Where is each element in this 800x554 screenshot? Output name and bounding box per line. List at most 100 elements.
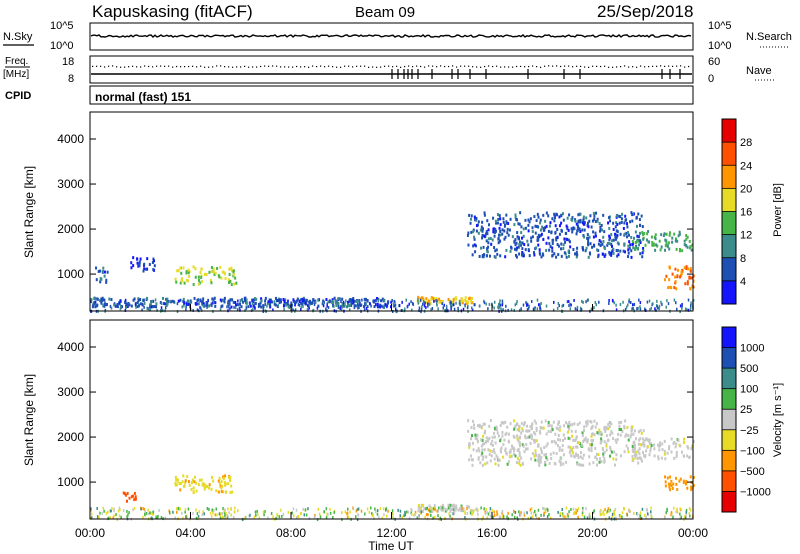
echo-cell [635, 224, 638, 228]
echo-cell [384, 303, 386, 307]
echo-cell [126, 303, 129, 307]
echo-cell [514, 303, 516, 307]
echo-cell [287, 510, 290, 514]
echo-cell [513, 515, 516, 519]
echo-cell [632, 457, 635, 461]
echo-cell [648, 299, 651, 303]
echo-cell [115, 304, 118, 308]
echo-cell [184, 510, 186, 514]
echo-cell [198, 510, 201, 514]
echo-cell [520, 431, 523, 435]
echo-cell [631, 219, 634, 223]
echo-cell [349, 303, 351, 307]
echo-cell [317, 304, 320, 308]
echo-cell [518, 436, 521, 440]
echo-cell [231, 298, 234, 302]
echo-cell [227, 482, 230, 486]
echo-cell [260, 297, 263, 301]
echo-cell [538, 248, 541, 252]
echo-cell [494, 227, 497, 231]
echo-cell [438, 506, 440, 510]
echo-cell [521, 247, 524, 251]
nave-point [452, 65, 454, 67]
echo-cell [125, 305, 127, 309]
echo-cell [609, 421, 612, 425]
echo-cell [270, 298, 272, 302]
echo-cell [219, 265, 222, 269]
echo-cell [496, 221, 499, 225]
echo-cell [433, 296, 436, 300]
colorbar-tick-label: 24 [740, 160, 752, 172]
echo-cell [638, 218, 641, 222]
echo-cell [641, 251, 644, 255]
echo-cell [558, 446, 561, 450]
echo-cell [555, 238, 558, 242]
echo-cell [238, 306, 241, 310]
echo-cell [475, 218, 478, 222]
echo-cell [332, 516, 334, 520]
echo-cell [505, 213, 508, 217]
echo-cell [667, 241, 670, 245]
echo-cell [634, 446, 637, 450]
echo-cell [537, 215, 540, 219]
echo-cell [515, 460, 518, 464]
echo-cell [558, 448, 561, 452]
echo-cell [567, 427, 570, 431]
echo-cell [591, 432, 594, 436]
echo-cell [676, 307, 678, 311]
echo-cell [499, 229, 502, 233]
echo-cell [411, 508, 413, 512]
echo-cell [623, 426, 626, 430]
echo-cell [610, 430, 613, 434]
echo-cell [322, 301, 325, 305]
echo-cell [365, 302, 367, 306]
echo-cell [545, 453, 548, 457]
echo-cell [309, 301, 312, 305]
nave-point [688, 65, 690, 68]
echo-cell [202, 302, 205, 306]
echo-cell [630, 211, 633, 215]
echo-cell [672, 506, 675, 510]
echo-cell [603, 246, 606, 250]
echo-cell [625, 305, 628, 309]
echo-cell [557, 438, 560, 442]
echo-cell [634, 247, 637, 251]
echo-cell [475, 224, 478, 228]
echo-cell [624, 214, 627, 218]
nave-point [592, 65, 594, 67]
echo-cell [504, 449, 507, 453]
echo-cell [100, 301, 103, 305]
echo-cell [612, 221, 615, 225]
echo-cell [639, 428, 642, 432]
echo-cell [638, 235, 641, 239]
echo-cell [609, 236, 612, 240]
echo-cell [610, 242, 613, 246]
echo-cell [493, 306, 495, 310]
echo-cell [499, 254, 502, 258]
echo-cell [666, 299, 668, 303]
nsky-tick-bottom: 10^0 [50, 40, 74, 52]
echo-cell [229, 491, 232, 495]
echo-cell [534, 439, 537, 443]
echo-cell [229, 302, 231, 306]
echo-cell [626, 225, 629, 229]
echo-cell [578, 421, 581, 425]
echo-cell [421, 305, 423, 309]
nave-point [292, 66, 294, 68]
echo-cell [681, 306, 683, 310]
echo-cell [531, 452, 534, 456]
echo-cell [241, 518, 244, 522]
echo-cell [410, 300, 412, 304]
echo-cell [212, 298, 215, 302]
echo-cell [240, 305, 243, 309]
echo-cell [212, 511, 214, 515]
echo-cell [284, 298, 287, 302]
echo-cell [377, 299, 379, 303]
echo-cell [278, 515, 281, 519]
echo-cell [570, 454, 573, 458]
echo-cell [504, 235, 507, 239]
echo-cell [688, 455, 691, 459]
echo-cell [366, 299, 369, 303]
echo-cell [119, 299, 122, 303]
echo-cell [553, 216, 556, 220]
